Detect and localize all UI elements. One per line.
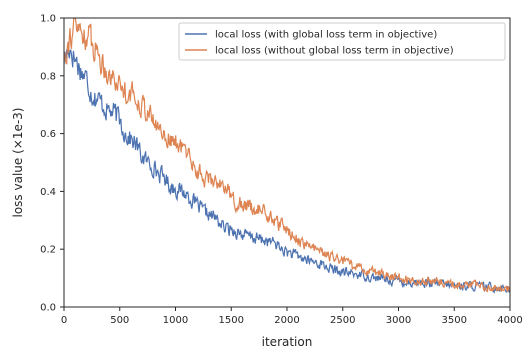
- y-tick-label: 0.4: [40, 187, 56, 198]
- x-tick-label: 4000: [497, 315, 522, 326]
- y-axis-label: loss value (×1e-3): [11, 108, 25, 218]
- series-line-0: [64, 46, 510, 294]
- x-tick-label: 1500: [219, 315, 244, 326]
- legend-label-without-global: local loss (without global loss term in …: [215, 46, 454, 57]
- series-layer: [64, 18, 510, 294]
- x-tick-label: 1000: [163, 315, 188, 326]
- series-line-1: [64, 18, 510, 293]
- x-tick-label: 2000: [274, 315, 299, 326]
- y-tick-label: 0.6: [40, 129, 56, 140]
- legend-label-with-global: local loss (with global loss term in obj…: [215, 30, 437, 41]
- x-tick-label: 3500: [442, 315, 467, 326]
- legend: local loss (with global loss term in obj…: [178, 22, 506, 61]
- plot-frame: [63, 17, 511, 308]
- x-tick-label: 3000: [386, 315, 411, 326]
- y-axis: 0.0 0.2 0.4 0.6 0.8 1.0: [40, 14, 64, 314]
- x-tick-label: 500: [110, 315, 129, 326]
- x-tick-label: 2500: [330, 315, 355, 326]
- y-tick-label: 0.2: [40, 245, 56, 256]
- x-tick-label: 0: [61, 315, 67, 326]
- y-tick-label: 0.0: [40, 303, 56, 314]
- x-axis-label: iteration: [262, 335, 313, 349]
- x-axis: 0 500 1000 1500 2000 2500 3000 3500 4000: [61, 307, 523, 326]
- y-tick-label: 0.8: [40, 71, 56, 82]
- legend-box: [178, 22, 506, 61]
- y-tick-label: 1.0: [40, 14, 56, 25]
